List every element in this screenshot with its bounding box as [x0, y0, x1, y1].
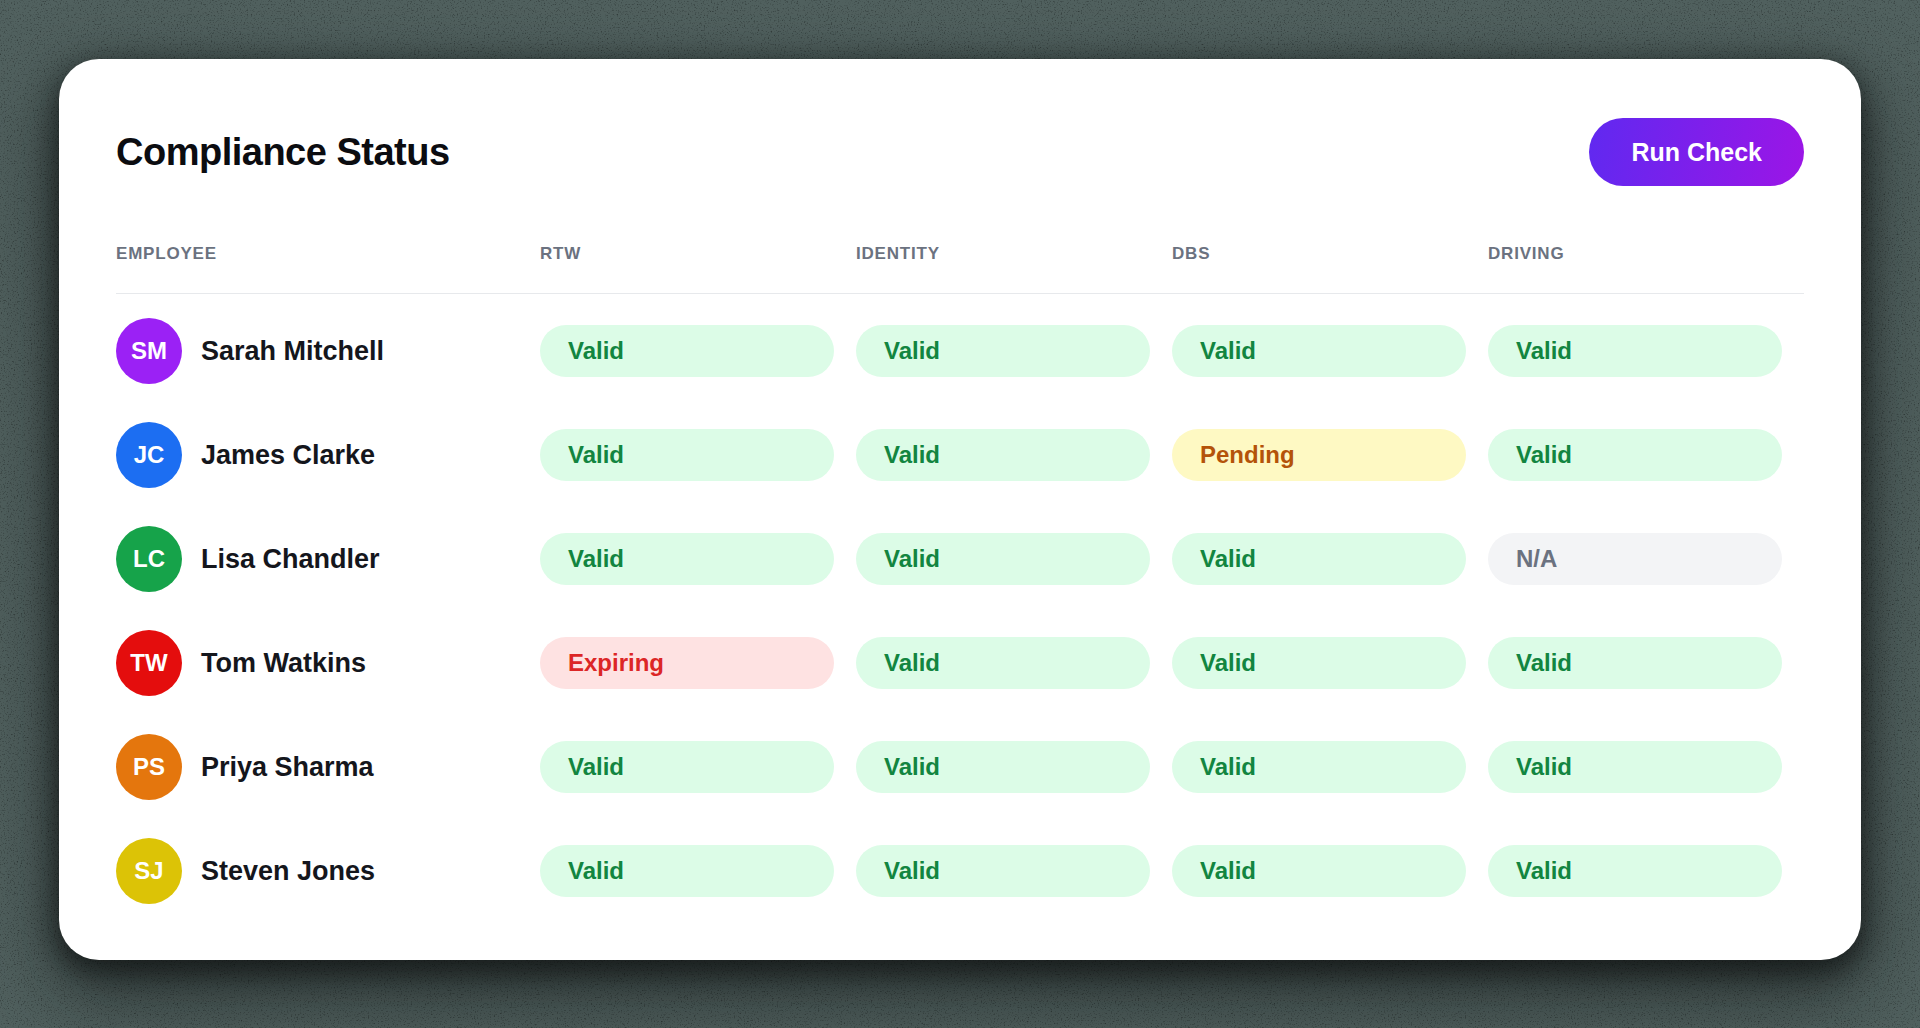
- status-badge-driving: N/A: [1488, 533, 1782, 585]
- employee-name: Steven Jones: [201, 856, 375, 887]
- employee-cell: SJ Steven Jones: [116, 838, 540, 904]
- status-badge-rtw: Valid: [540, 741, 834, 793]
- avatar: LC: [116, 526, 182, 592]
- employee-cell: SM Sarah Mitchell: [116, 318, 540, 384]
- avatar: SJ: [116, 838, 182, 904]
- status-badge-dbs: Valid: [1172, 845, 1466, 897]
- status-badge-rtw: Valid: [540, 429, 834, 481]
- status-badge-identity: Valid: [856, 637, 1150, 689]
- employee-name: Tom Watkins: [201, 648, 366, 679]
- employee-name: Priya Sharma: [201, 752, 374, 783]
- status-badge-dbs: Valid: [1172, 741, 1466, 793]
- table-row: TW Tom Watkins Expiring Valid Valid Vali…: [116, 611, 1804, 715]
- employee-cell: JC James Clarke: [116, 422, 540, 488]
- avatar: PS: [116, 734, 182, 800]
- table-column-headers: EMPLOYEE RTW IDENTITY DBS DRIVING: [116, 243, 1804, 265]
- status-badge-identity: Valid: [856, 429, 1150, 481]
- employee-name: Sarah Mitchell: [201, 336, 384, 367]
- status-badge-driving: Valid: [1488, 429, 1782, 481]
- status-badge-dbs: Valid: [1172, 533, 1466, 585]
- status-badge-identity: Valid: [856, 845, 1150, 897]
- column-header-employee: EMPLOYEE: [116, 244, 540, 264]
- status-badge-driving: Valid: [1488, 637, 1782, 689]
- status-badge-driving: Valid: [1488, 845, 1782, 897]
- employee-name: Lisa Chandler: [201, 544, 380, 575]
- avatar: SM: [116, 318, 182, 384]
- table-row: PS Priya Sharma Valid Valid Valid Valid: [116, 715, 1804, 819]
- status-badge-identity: Valid: [856, 741, 1150, 793]
- avatar: JC: [116, 422, 182, 488]
- column-header-dbs: DBS: [1172, 244, 1488, 264]
- avatar: TW: [116, 630, 182, 696]
- table-row: LC Lisa Chandler Valid Valid Valid N/A: [116, 507, 1804, 611]
- page: Compliance Status Run Check EMPLOYEE RTW…: [0, 0, 1920, 1028]
- status-badge-dbs: Valid: [1172, 637, 1466, 689]
- status-badge-identity: Valid: [856, 325, 1150, 377]
- column-header-identity: IDENTITY: [856, 244, 1172, 264]
- status-badge-rtw: Valid: [540, 325, 834, 377]
- employee-cell: LC Lisa Chandler: [116, 526, 540, 592]
- status-badge-dbs: Pending: [1172, 429, 1466, 481]
- employee-cell: PS Priya Sharma: [116, 734, 540, 800]
- employee-cell: TW Tom Watkins: [116, 630, 540, 696]
- column-header-driving: DRIVING: [1488, 244, 1804, 264]
- compliance-card: Compliance Status Run Check EMPLOYEE RTW…: [59, 59, 1861, 960]
- run-check-button[interactable]: Run Check: [1589, 118, 1804, 186]
- status-badge-identity: Valid: [856, 533, 1150, 585]
- employee-name: James Clarke: [201, 440, 375, 471]
- status-badge-rtw: Valid: [540, 845, 834, 897]
- table-row: SM Sarah Mitchell Valid Valid Valid Vali…: [116, 299, 1804, 403]
- employee-rows: SM Sarah Mitchell Valid Valid Valid Vali…: [116, 294, 1804, 923]
- status-badge-driving: Valid: [1488, 741, 1782, 793]
- status-badge-dbs: Valid: [1172, 325, 1466, 377]
- page-title: Compliance Status: [116, 131, 450, 174]
- column-header-rtw: RTW: [540, 244, 856, 264]
- table-row: SJ Steven Jones Valid Valid Valid Valid: [116, 819, 1804, 923]
- status-badge-rtw: Expiring: [540, 637, 834, 689]
- status-badge-rtw: Valid: [540, 533, 834, 585]
- status-badge-driving: Valid: [1488, 325, 1782, 377]
- card-header: Compliance Status Run Check: [116, 59, 1804, 187]
- table-row: JC James Clarke Valid Valid Pending Vali…: [116, 403, 1804, 507]
